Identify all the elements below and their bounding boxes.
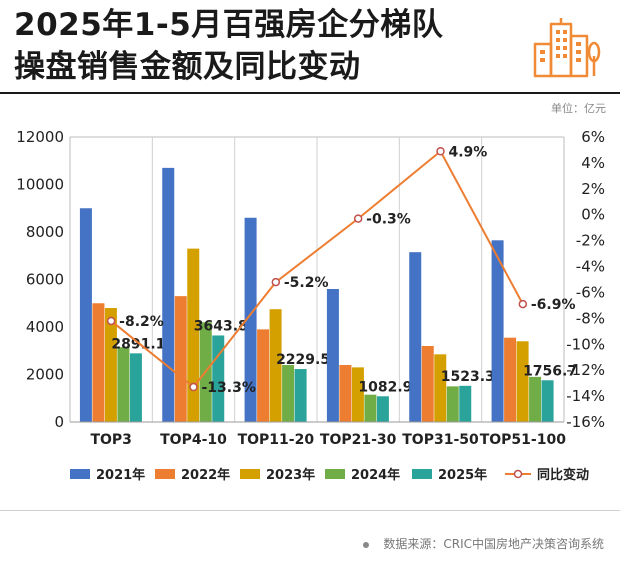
y-right-tick-label: -12%	[566, 361, 605, 379]
source-note: 数据来源：CRIC中国房地产决策咨询系统	[363, 535, 604, 552]
legend-label: 2021年	[96, 467, 145, 483]
y-left-tick-label: 0	[54, 413, 64, 431]
x-category-label: TOP31-50	[402, 432, 479, 448]
yoy-point	[106, 316, 116, 326]
y-left-tick-label: 10000	[16, 176, 64, 194]
y-right-tick-label: 6%	[581, 128, 605, 146]
page-title: 2025年1-5月百强房企分梯队 操盘销售金额及同比变动	[14, 4, 534, 88]
bar-2024年-TOP31-50	[446, 386, 459, 422]
bullet-dot-icon	[363, 541, 370, 548]
y-right-tick-label: -8%	[576, 309, 605, 327]
title-line-1: 2025年1-5月百强房企分梯队	[14, 7, 444, 43]
x-category-label: TOP4-10	[160, 432, 227, 448]
bar-2025年-TOP4-10	[212, 335, 225, 422]
y-right-tick-label: -4%	[576, 258, 605, 276]
legend-swatch-2025年	[412, 469, 432, 479]
title-divider	[0, 92, 620, 94]
bar-2021年-TOP51-100	[491, 240, 504, 422]
yoy-label: -13.3%	[202, 380, 256, 396]
bar-2025年-TOP11-20	[294, 369, 307, 422]
legend-label: 2023年	[266, 467, 315, 483]
legend-swatch-2021年	[70, 469, 90, 479]
footer-divider	[0, 510, 620, 511]
bar-2021年-TOP3	[79, 208, 92, 422]
legend-swatch-2023年	[240, 469, 260, 479]
bar-2024年-TOP51-100	[529, 376, 542, 422]
bar-2022年-TOP3	[92, 303, 105, 422]
yoy-point	[518, 299, 528, 309]
legend-line-marker	[513, 469, 523, 479]
yoy-label: -5.2%	[284, 275, 329, 291]
bar-2021年-TOP21-30	[326, 289, 339, 422]
bar-2022年-TOP21-30	[339, 365, 352, 422]
legend-swatch-2024年	[325, 469, 345, 479]
bar-2022年-TOP51-100	[504, 337, 517, 422]
y-right-tick-label: -16%	[566, 413, 605, 431]
bar-value-label: 2891.1	[111, 336, 165, 352]
y-right-tick-label: 2%	[581, 180, 605, 198]
yoy-point	[436, 147, 445, 156]
bar-2022年-TOP4-10	[174, 296, 187, 422]
bar-value-label: 1756.7	[523, 363, 577, 379]
yoy-line	[110, 149, 524, 389]
bar-2022年-TOP11-20	[257, 329, 270, 422]
bar-value-label: 2229.5	[276, 352, 330, 368]
bar-value-label: 3643.8	[194, 318, 248, 334]
yoy-label: -8.2%	[119, 314, 164, 330]
yoy-label: -6.9%	[531, 297, 576, 313]
unit-label: 单位：亿元	[551, 102, 606, 115]
bar-2021年-TOP31-50	[409, 252, 422, 422]
bar-value-label: 1523.3	[441, 369, 495, 385]
yoy-label: 4.9%	[449, 144, 488, 160]
y-right-tick-label: -10%	[566, 335, 605, 353]
y-left-tick-label: 8000	[26, 223, 64, 241]
bar-2023年-TOP21-30	[351, 367, 364, 422]
y-right-tick-label: 4%	[581, 154, 605, 172]
legend-label: 2022年	[181, 467, 230, 483]
y-right-tick-label: -2%	[576, 232, 605, 250]
bar-2025年-TOP21-30	[376, 396, 389, 422]
bar-2024年-TOP21-30	[364, 394, 377, 422]
bar-2021年-TOP4-10	[162, 167, 175, 422]
x-category-label: TOP3	[90, 432, 131, 448]
y-right-tick-label: -14%	[566, 387, 605, 405]
legend-label: 2024年	[351, 467, 400, 483]
yoy-point	[189, 382, 198, 392]
sales-chart: 0 2000 4000 6000 8000 10000 12000 6% 4% 2% 0% -2% -4…	[16, 128, 605, 483]
bar-2024年-TOP3	[117, 347, 130, 422]
y-left-tick-label: 6000	[26, 271, 64, 289]
bar-2024年-TOP11-20	[282, 365, 295, 422]
bar-value-label: 1082.9	[358, 379, 412, 395]
x-category-label: TOP51-100	[480, 432, 566, 448]
bar-2025年-TOP51-100	[541, 380, 554, 422]
bar-2025年-TOP3	[129, 353, 142, 422]
title-line-2: 操盘销售金额及同比变动	[14, 49, 361, 85]
y-right-tick-label: 0%	[581, 206, 605, 224]
bar-2023年-TOP4-10	[187, 248, 200, 422]
y-left-tick-label: 12000	[16, 128, 64, 146]
yoy-label: -0.3%	[366, 212, 411, 228]
bar-2023年-TOP31-50	[434, 354, 447, 422]
bar-2023年-TOP3	[104, 308, 117, 422]
legend-label: 2025年	[438, 467, 487, 483]
legend-swatch-2022年	[155, 469, 175, 479]
bar-2025年-TOP31-50	[459, 385, 472, 422]
yoy-point	[353, 214, 363, 223]
legend-label: 同比变动	[537, 467, 589, 483]
x-category-label: TOP11-20	[238, 432, 315, 448]
bar-2022年-TOP31-50	[421, 346, 434, 422]
yoy-point	[271, 277, 281, 287]
y-right-tick-label: -6%	[576, 283, 605, 301]
y-left-tick-label: 2000	[26, 366, 64, 384]
bar-2021年-TOP11-20	[244, 217, 257, 422]
bar-2023年-TOP51-100	[516, 341, 529, 422]
y-left-tick-label: 4000	[26, 318, 64, 336]
city-buildings-icon	[533, 18, 601, 78]
bar-2023年-TOP11-20	[269, 309, 282, 422]
x-category-label: TOP21-30	[320, 432, 397, 448]
source-text: 数据来源：CRIC中国房地产决策咨询系统	[383, 537, 604, 551]
